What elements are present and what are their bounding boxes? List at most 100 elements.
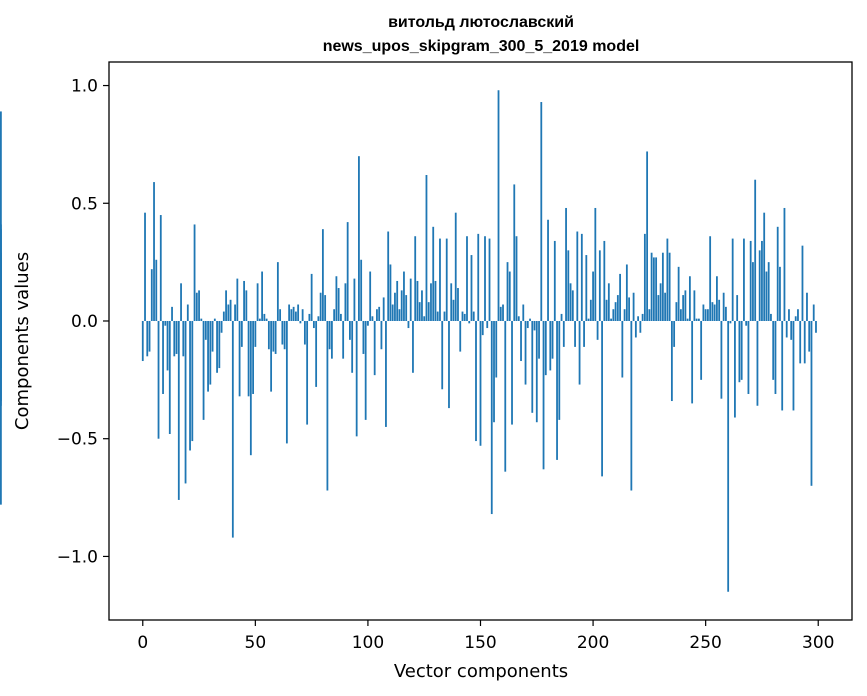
bar-component-131 [436, 311, 439, 321]
bar-component-49 [252, 320, 254, 394]
bar-component-91 [346, 222, 349, 321]
bar-component-26 [200, 318, 203, 321]
bar-component-103 [373, 320, 376, 376]
bar-component-242 [686, 318, 689, 321]
bar-component-31 [211, 320, 214, 352]
bar-component-66 [290, 309, 293, 321]
x-tick-label-250: 250 [689, 633, 721, 653]
bar-component-41 [234, 304, 236, 321]
x-tick-label-150: 150 [464, 633, 496, 653]
bar-component-65 [288, 304, 291, 321]
bar-component-261 [729, 320, 732, 324]
bar-component-98 [362, 320, 365, 354]
x-tick-label-300: 300 [802, 633, 834, 653]
bar-component-199 [589, 299, 592, 321]
bar-component-145 [468, 320, 471, 324]
bar-component-25 [198, 290, 200, 321]
bar-component-12 [168, 320, 171, 434]
bar-component-206 [605, 299, 608, 321]
bar-component-266 [740, 320, 743, 380]
x-axis-label: Vector components [394, 661, 568, 682]
bar-component-185 [558, 320, 561, 420]
bar-component-167 [517, 316, 520, 321]
bar-component-269 [747, 320, 750, 394]
bar-component-116 [403, 271, 405, 321]
bar-component-133 [441, 320, 444, 390]
bar-component-221 [639, 320, 642, 333]
bar-component-207 [607, 283, 610, 321]
bars-group [0, 90, 817, 592]
bar-component-235 [670, 320, 673, 402]
bar-component-18 [182, 320, 185, 357]
bar-component-227 [652, 257, 655, 321]
bar-component-283 [779, 266, 781, 321]
bar-component-280 [772, 320, 775, 380]
bar-component-258 [722, 292, 725, 321]
x-tick-label-0: 0 [137, 633, 148, 653]
bar-component-253 [711, 302, 714, 321]
bar-component-123 [418, 302, 421, 321]
bar-component-16 [177, 320, 180, 500]
bar-component-234 [668, 252, 671, 321]
bar-component-275 [761, 240, 763, 321]
bar-component-74 [308, 313, 311, 321]
bar-component-158 [497, 90, 500, 321]
y-axis-label: Components values [12, 252, 33, 430]
bar-component-125 [423, 316, 426, 321]
bar-component-175 [535, 320, 538, 423]
bar-component-293 [801, 245, 804, 321]
bar-component-255 [716, 276, 718, 321]
bar-component-24 [195, 292, 198, 321]
bar-component-88 [340, 313, 342, 321]
bar-component-229 [657, 295, 660, 321]
bar-component-127 [427, 302, 430, 321]
bar-component-252 [709, 236, 712, 321]
bar-component-29 [207, 320, 209, 392]
bar-component-267 [743, 238, 745, 321]
bar-component-4 [150, 269, 153, 321]
bar-component-248 [700, 320, 703, 380]
bar-component-149 [477, 233, 480, 321]
bar-component-273 [756, 320, 759, 406]
bar-component-176 [538, 320, 540, 359]
bar-component-225 [648, 309, 651, 321]
bar-component-71 [301, 309, 304, 321]
x-tick-label-50: 50 [245, 633, 267, 653]
bar-component-237 [675, 302, 678, 321]
bar-component-82 [326, 320, 329, 491]
bar-component-80 [321, 229, 324, 321]
bar-component-212 [619, 273, 621, 321]
bar-component-232 [664, 292, 667, 321]
bar-component-189 [567, 250, 570, 321]
bar-component-198 [587, 318, 590, 321]
bar-component-209 [612, 309, 615, 321]
bar-component-223 [643, 233, 646, 321]
bar-component-180 [547, 219, 549, 321]
bar-component-81 [324, 295, 327, 321]
bar-component-250 [704, 309, 707, 321]
bar-component-105 [378, 306, 381, 321]
bar-component-186 [560, 313, 563, 321]
bar-component-128 [430, 283, 432, 321]
bar-component-2 [146, 320, 149, 357]
bar-component-34 [218, 320, 221, 369]
bar-component-187 [562, 320, 565, 347]
bar-component-44 [240, 320, 243, 347]
bar-component-288 [790, 320, 793, 340]
bar-component-6 [155, 259, 158, 321]
bar-component-107 [382, 297, 385, 321]
bar-component-236 [673, 320, 676, 347]
bar-component-265 [738, 320, 741, 383]
bar-component-170 [524, 320, 527, 385]
bar-component-27 [202, 320, 205, 420]
bar-component-43 [238, 320, 241, 397]
bar-component-219 [634, 320, 637, 338]
bar-component-141 [459, 320, 462, 352]
bar-component-271 [752, 262, 754, 321]
bar-component-78 [317, 316, 320, 321]
bar-component-37 [225, 290, 227, 321]
bar-component-8 [159, 215, 162, 321]
bar-component-120 [412, 320, 414, 373]
bar-component-46 [245, 290, 248, 321]
bar-component-58 [272, 320, 275, 352]
